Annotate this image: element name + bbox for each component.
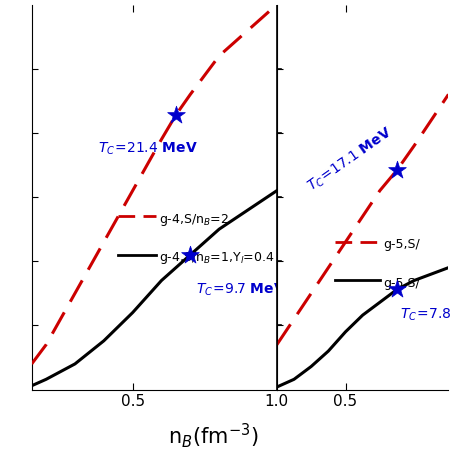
- Text: g-4,S/n$_B$=1,Y$_l$=0.4: g-4,S/n$_B$=1,Y$_l$=0.4: [159, 250, 274, 266]
- Text: $T_C\!=\!17.1$ MeV: $T_C\!=\!17.1$ MeV: [304, 125, 395, 195]
- Text: $T_C\!=\!9.7$ MeV: $T_C\!=\!9.7$ MeV: [196, 281, 286, 298]
- Point: [187, 251, 194, 258]
- Text: $T_C\!=\!21.4$ MeV: $T_C\!=\!21.4$ MeV: [98, 140, 198, 157]
- Text: g-5,S/: g-5,S/: [383, 238, 420, 251]
- Text: n$_B$(fm$^{-3}$): n$_B$(fm$^{-3}$): [168, 422, 258, 450]
- Point: [393, 286, 400, 293]
- Point: [172, 111, 179, 119]
- Text: $T_C\!=\!7.8$: $T_C\!=\!7.8$: [400, 307, 451, 323]
- Text: g-4,S/n$_B$=2: g-4,S/n$_B$=2: [159, 212, 229, 228]
- Text: g-5,S/: g-5,S/: [383, 277, 420, 290]
- Point: [393, 166, 400, 173]
